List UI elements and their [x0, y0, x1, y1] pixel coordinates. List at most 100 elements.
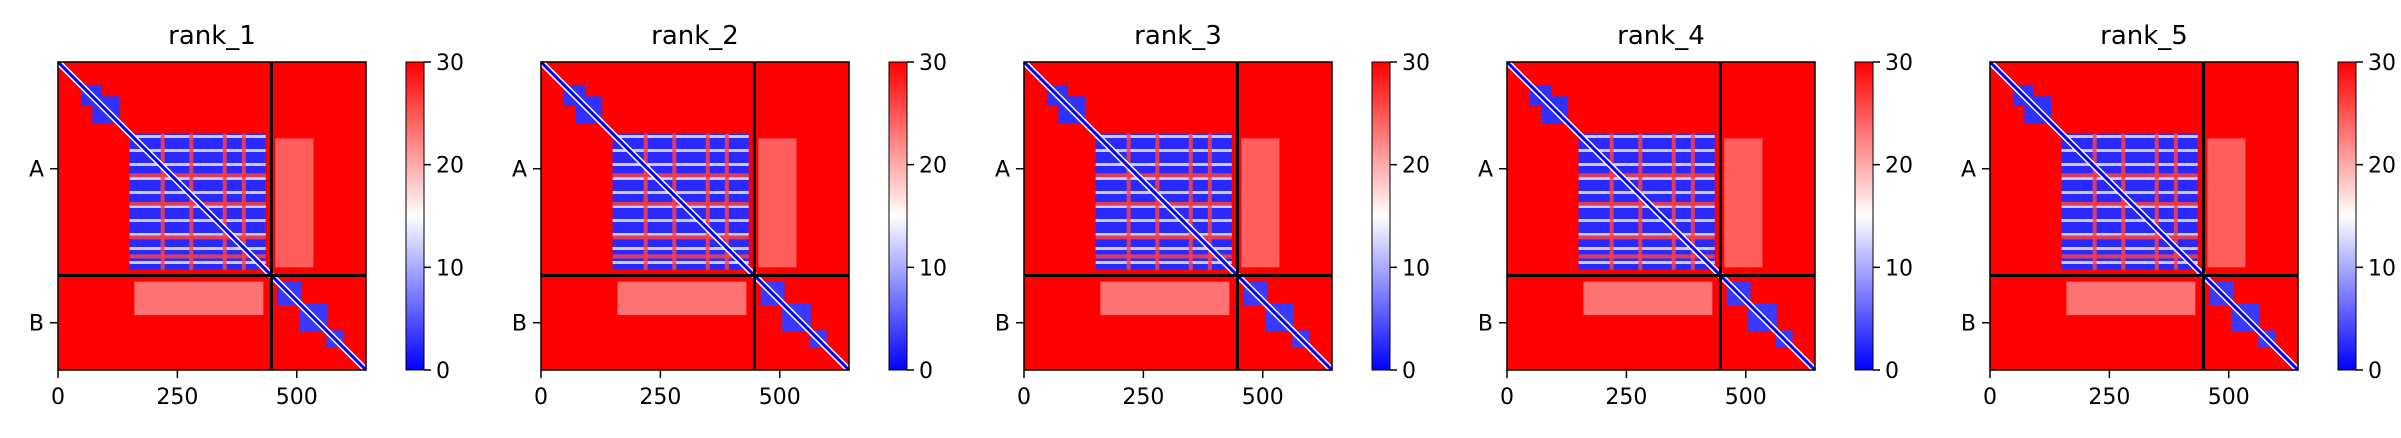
- block-streak-v: [160, 133, 165, 270]
- block-streak-v: [672, 133, 677, 270]
- colorbar-tick-label: 20: [1402, 154, 1430, 179]
- diagonal-line: [1022, 60, 1334, 372]
- y-tick-label: B: [512, 312, 527, 337]
- colorbar-tick-label: 0: [919, 359, 933, 384]
- block-streak-v: [1207, 133, 1212, 270]
- block-streak-h: [2061, 173, 2198, 178]
- colorbar-tick-label: 20: [2368, 154, 2396, 179]
- x-tick-label: 0: [51, 385, 65, 410]
- y-tick-label: A: [1961, 158, 1976, 183]
- y-tick-label: A: [512, 158, 527, 183]
- colorbar-tick-label: 10: [436, 256, 464, 281]
- offdiag-haze-bottom: [617, 281, 747, 316]
- x-tick-label: 250: [2088, 385, 2130, 410]
- x-tick-label: 500: [2208, 385, 2250, 410]
- block-streak-h: [1095, 254, 1232, 259]
- colorbar-tick-label: 0: [1885, 359, 1899, 384]
- offdiag-haze-right: [2207, 138, 2246, 268]
- colorbar-tick-label: 10: [1402, 256, 1430, 281]
- colorbar-tick-label: 0: [1402, 359, 1416, 384]
- block-streak-v: [705, 133, 710, 270]
- block-streak-h: [129, 173, 266, 178]
- colorbar: [405, 61, 425, 371]
- colorbar-tick-label: 10: [2368, 256, 2396, 281]
- block-streak-h: [612, 173, 749, 178]
- y-tick-label: B: [995, 312, 1010, 337]
- x-tick-label: 250: [156, 385, 198, 410]
- block-streak-v: [2173, 133, 2178, 270]
- diagonal-line: [1505, 60, 1817, 372]
- colorbar-tick-label: 10: [1885, 256, 1913, 281]
- offdiag-haze-bottom: [134, 281, 264, 316]
- offdiag-haze-bottom: [1583, 281, 1713, 316]
- block-streak-h: [129, 235, 266, 240]
- x-tick-label: 500: [1242, 385, 1284, 410]
- block-streak-v: [1638, 133, 1643, 270]
- heatmap-panel-3: rank_3 A B 0 250 500 0 10 20 30: [995, 21, 1430, 410]
- panel-title: rank_2: [651, 21, 739, 51]
- panel-title: rank_5: [2100, 21, 2188, 51]
- y-tick-label: A: [995, 158, 1010, 183]
- x-tick-label: 500: [276, 385, 318, 410]
- colorbar-tick-label: 30: [2368, 51, 2396, 76]
- panel-title: rank_4: [1617, 21, 1705, 51]
- block-streak-v: [241, 133, 246, 270]
- colorbar-tick-label: 30: [436, 51, 464, 76]
- block-streak-h: [2061, 254, 2198, 259]
- block-streak-h: [2061, 235, 2198, 240]
- diagonal-line: [56, 60, 368, 372]
- plot-frame: [57, 61, 367, 371]
- heatmap-panel-1: rank_1 A B 0 250 500 0 10 20 30: [29, 21, 464, 410]
- colorbar: [1854, 61, 1874, 371]
- colorbar-tick-label: 20: [1885, 154, 1913, 179]
- panel-title: rank_3: [1134, 21, 1222, 51]
- block-streak-v: [2121, 133, 2126, 270]
- plot-frame: [1023, 61, 1333, 371]
- heatmap-panel-5: rank_5 A B 0 250 500 0 10 20 30: [1961, 21, 2396, 410]
- y-tick-label: B: [1478, 312, 1493, 337]
- colorbar-tick-label: 30: [1885, 51, 1913, 76]
- block-streak-h: [1095, 235, 1232, 240]
- plot-frame: [1506, 61, 1816, 371]
- colorbar-tick-label: 20: [919, 154, 947, 179]
- colorbar-tick-label: 0: [436, 359, 450, 384]
- y-tick-label: A: [1478, 158, 1493, 183]
- colorbar-tick-label: 10: [919, 256, 947, 281]
- offdiag-haze-bottom: [1100, 281, 1230, 316]
- block-streak-v: [643, 133, 648, 270]
- diagonal-line: [539, 60, 851, 372]
- block-streak-v: [2092, 133, 2097, 270]
- block-streak-h: [129, 254, 266, 259]
- colorbar: [2337, 61, 2357, 371]
- block-streak-v: [1188, 133, 1193, 270]
- block-streak-h: [612, 254, 749, 259]
- x-tick-label: 0: [1983, 385, 1997, 410]
- heatmap-panel-4: rank_4 A B 0 250 500 0 10 20 30: [1478, 21, 1913, 410]
- block-streak-v: [724, 133, 729, 270]
- block-streak-h: [612, 235, 749, 240]
- diagonal-line: [1988, 60, 2300, 372]
- offdiag-haze-right: [1724, 138, 1763, 268]
- block-streak-v: [1609, 133, 1614, 270]
- y-tick-label: B: [29, 312, 44, 337]
- colorbar-tick-label: 0: [2368, 359, 2382, 384]
- block-streak-v: [1155, 133, 1160, 270]
- offdiag-haze-bottom: [2066, 281, 2196, 316]
- block-streak-h: [1095, 173, 1232, 178]
- colorbar-tick-label: 20: [436, 154, 464, 179]
- plot-frame: [1989, 61, 2299, 371]
- x-tick-label: 500: [1725, 385, 1767, 410]
- plot-frame: [540, 61, 850, 371]
- x-tick-label: 250: [639, 385, 681, 410]
- offdiag-haze-right: [275, 138, 314, 268]
- x-tick-label: 0: [1017, 385, 1031, 410]
- block-streak-h: [1578, 235, 1715, 240]
- offdiag-haze-right: [758, 138, 797, 268]
- block-streak-h: [1578, 254, 1715, 259]
- x-tick-label: 0: [534, 385, 548, 410]
- block-streak-v: [1690, 133, 1695, 270]
- colorbar-tick-label: 30: [1402, 51, 1430, 76]
- x-tick-label: 500: [759, 385, 801, 410]
- colorbar-tick-label: 30: [919, 51, 947, 76]
